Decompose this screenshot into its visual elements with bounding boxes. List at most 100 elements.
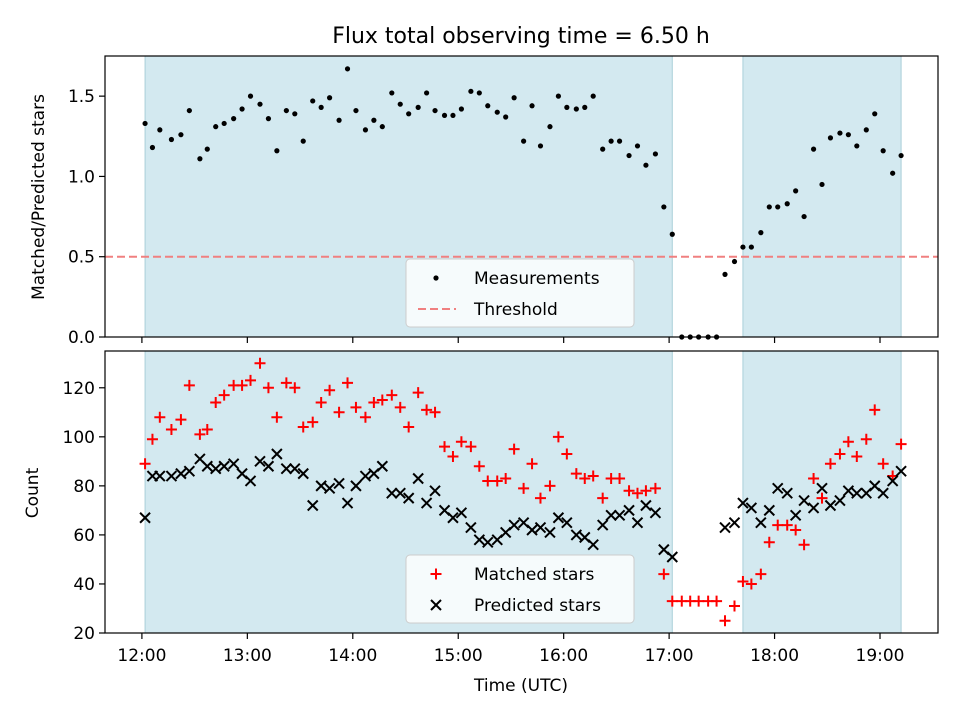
count-x-tick-label: 16:00 [539, 646, 588, 666]
measurements-point [784, 201, 790, 207]
measurements-point [819, 181, 825, 188]
matched-stars-point [491, 475, 503, 487]
predicted-stars-point [465, 521, 477, 534]
matched-stars-point [359, 411, 371, 423]
legend-matched-stars-swatch [430, 568, 442, 580]
matched-stars-point [165, 423, 177, 435]
count-x-tick-label: 19:00 [856, 646, 905, 666]
matched-stars-point [386, 389, 398, 401]
chart-title: Flux total observing time = 6.50 h [332, 24, 710, 49]
measurements-point [590, 93, 596, 99]
matched-stars-point [737, 576, 749, 588]
predicted-stars-point [596, 519, 609, 531]
measurements-point [149, 144, 156, 151]
matched-stars-point [534, 492, 546, 504]
measurements-point [231, 116, 237, 122]
predicted-stars-point [482, 536, 494, 548]
predicted-stars-point [183, 465, 196, 477]
matched-stars-point [394, 401, 406, 413]
measurements-point [389, 90, 395, 96]
measurements-point [661, 204, 667, 210]
matched-stars-point [236, 379, 248, 391]
matched-stars-point [403, 421, 415, 433]
ratio-y-tick-label: 1.5 [68, 87, 95, 107]
matched-stars-point [693, 595, 705, 607]
measurements-point [371, 117, 377, 123]
x-axis-label: Time (UTC) [473, 676, 568, 696]
matched-stars-point [333, 406, 345, 418]
predicted-stars-point [824, 499, 837, 512]
matched-stars-point [614, 473, 626, 485]
matched-stars-point [834, 448, 846, 460]
count-panel: 20 40 60 80 100 120 12:00 13:00 14:00 15:00 16:00 1… [63, 350, 939, 666]
measurements-point [758, 230, 764, 236]
matched-stars-point [508, 443, 520, 455]
matched-stars-point [518, 482, 530, 494]
matched-stars-point [552, 431, 564, 443]
predicted-stars-point [429, 485, 441, 497]
measurements-point [292, 111, 298, 117]
count-y-tick-label: 100 [63, 428, 95, 448]
measurements-point [775, 204, 781, 210]
ratio-panel: 0.0 0.5 1.0 1.5 Measurements Threshold [68, 55, 939, 348]
count-x-tick-label: 18:00 [750, 646, 799, 666]
matched-stars-point [860, 433, 872, 445]
measurements-point [872, 111, 878, 117]
matched-stars-point [297, 421, 309, 433]
predicted-stars-point [737, 497, 749, 509]
measurements-point [801, 213, 807, 220]
measurements-point [748, 244, 754, 250]
measurements-point [274, 148, 280, 154]
matched-stars-point [570, 468, 582, 480]
measurements-point [529, 103, 535, 109]
matched-stars-point [429, 406, 441, 418]
predicted-stars-point [420, 497, 433, 509]
predicted-stars-point [834, 494, 846, 507]
measurements-point [740, 244, 746, 250]
measurements-point [600, 146, 606, 152]
predicted-stars-point [623, 504, 635, 517]
matched-stars-point [201, 423, 213, 435]
predicted-stars-point [816, 482, 828, 495]
matched-stars-point [666, 595, 678, 607]
count-axes-frame [104, 350, 939, 634]
matched-stars-point [324, 384, 336, 396]
measurements-point [265, 116, 272, 122]
measurements-point [503, 114, 509, 120]
matched-stars-point [711, 595, 723, 607]
measurements-point [458, 106, 464, 112]
legend-measurements-swatch [433, 275, 439, 281]
measurements-point [344, 66, 351, 72]
count-y-tick-label: 120 [63, 379, 95, 399]
matched-stars-point [218, 389, 230, 401]
matched-stars-point [745, 578, 757, 590]
measurements-point [616, 138, 623, 144]
matched-stars-point [271, 411, 283, 423]
matched-stars-point [254, 357, 266, 369]
measurements-point [353, 107, 359, 114]
predicted-stars-point [570, 529, 583, 541]
measurements-point [537, 143, 544, 149]
measurements-point [722, 271, 728, 277]
matched-stars-point [139, 458, 151, 470]
predicted-stars-point [745, 502, 758, 514]
matched-stars-point [763, 536, 775, 548]
measurements-point [424, 90, 430, 96]
predicted-stars-point [631, 516, 644, 529]
predicted-stars-point [323, 482, 336, 495]
predicted-stars-point [376, 460, 389, 472]
matched-stars-point [421, 404, 433, 416]
predicted-stars-point [807, 502, 820, 514]
count-y-tick-label: 60 [73, 526, 95, 546]
predicted-stars-point [455, 507, 468, 519]
measurements-point [221, 120, 227, 127]
ratio-y-tick-label: 0.0 [68, 328, 95, 348]
measurements-point [186, 107, 192, 114]
matched-stars-point [842, 436, 854, 448]
measurements-point [213, 124, 219, 130]
measurements-point [326, 95, 333, 101]
matched-stars-point [597, 492, 609, 504]
ratio-legend-box [405, 258, 635, 328]
measurements-point [810, 146, 817, 152]
predicted-stars-point [613, 509, 626, 522]
